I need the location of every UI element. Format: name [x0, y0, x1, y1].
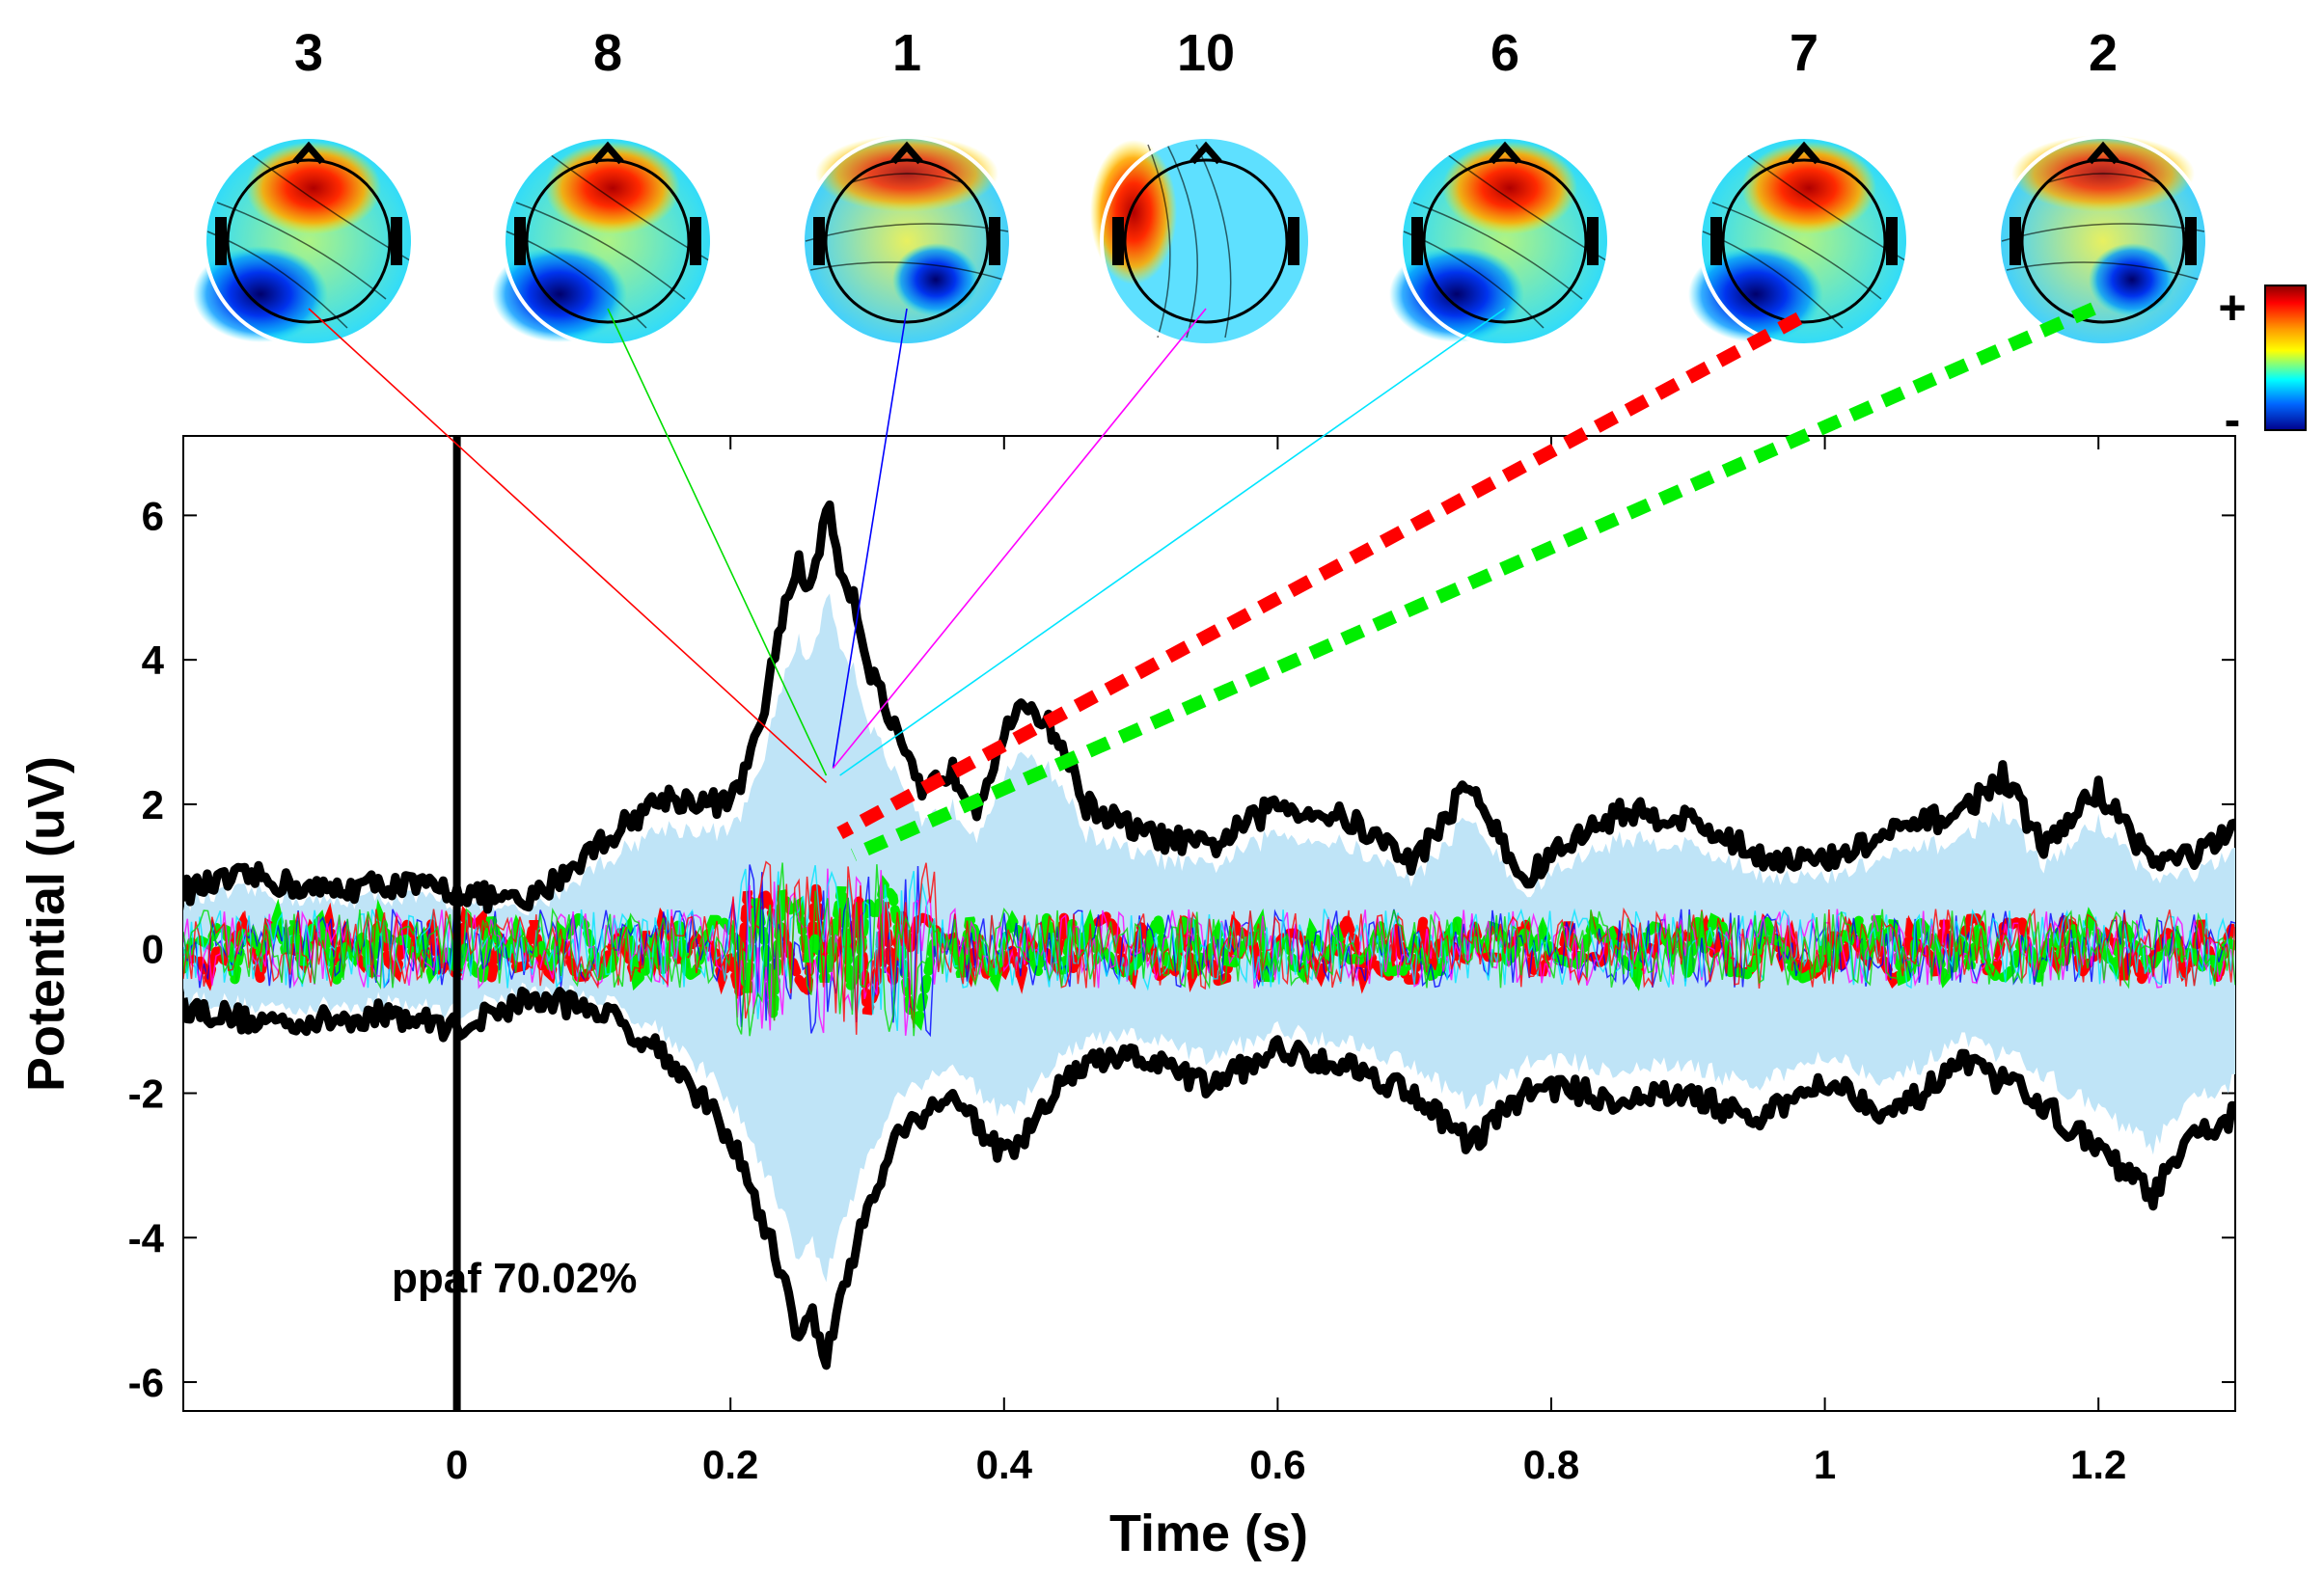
topoplot-10 [1090, 135, 1312, 347]
y-tick-label: 4 [142, 637, 165, 683]
topoplot-label-10: 10 [1177, 24, 1235, 82]
topoplot-label-7: 7 [1790, 24, 1818, 82]
leader-line [607, 308, 828, 776]
topoplot-label-6: 6 [1490, 24, 1519, 82]
colorbar-gradient [2264, 285, 2307, 431]
topoplot-row [193, 135, 2209, 347]
topoplot-label-3: 3 [294, 24, 323, 82]
component-traces [183, 860, 2235, 1038]
y-tick-label: -6 [128, 1360, 164, 1405]
leader-line [308, 308, 828, 784]
x-axis-title: Time (s) [1109, 1505, 1308, 1562]
topoplot-3 [193, 135, 415, 347]
topoplot-8 [492, 135, 714, 347]
colorbar-plus-label: + [2218, 281, 2246, 335]
envelope-upper-line [183, 500, 2235, 914]
component-trace [183, 868, 2235, 1036]
component-trace [183, 865, 2235, 1031]
y-tick-label: 0 [142, 927, 164, 972]
y-tick-label: 2 [142, 782, 164, 827]
y-tick-label: -2 [128, 1071, 164, 1116]
x-tick-label: 0.4 [976, 1442, 1033, 1487]
topoplot-2 [1997, 135, 2209, 347]
topoplot-label-2: 2 [2089, 24, 2118, 82]
component-trace [183, 860, 2235, 1035]
x-tick-label: 0.8 [1523, 1442, 1579, 1487]
component-trace [183, 862, 2235, 1037]
leader-line [832, 308, 1207, 769]
x-tick-label: 0.2 [702, 1442, 758, 1487]
y-tick-label: 6 [142, 493, 164, 538]
y-axis-title: Potential (uV) [17, 756, 75, 1092]
topoplot-labels: 3 8 1 10 6 7 2 [294, 24, 2118, 82]
topoplot-label-1: 1 [892, 24, 921, 82]
x-tick-label: 1 [1814, 1442, 1836, 1487]
envelope-shading [183, 593, 2235, 1283]
leader-line [832, 308, 908, 769]
topoplot-leader-lines [308, 302, 2096, 861]
axis-ticks: 0 0.2 0.4 0.6 0.8 1 1.2 -6 -4 -2 0 2 4 6 [128, 436, 2235, 1487]
x-tick-label: 0.6 [1249, 1442, 1305, 1487]
topoplot-1 [801, 135, 1013, 347]
envelope-lower-line [183, 986, 2235, 1370]
x-tick-label: 0 [446, 1442, 468, 1487]
x-tick-label: 1.2 [2070, 1442, 2126, 1487]
topoplot-6 [1389, 135, 1611, 347]
leader-line [836, 312, 1803, 840]
topoplot-7 [1688, 135, 1910, 347]
leader-line [850, 302, 2096, 861]
colorbar: + - [2218, 281, 2307, 447]
y-tick-label: -4 [128, 1215, 165, 1261]
colorbar-minus-label: - [2225, 393, 2241, 447]
ppaf-annotation: ppaf 70.02% [392, 1255, 637, 1302]
topoplot-label-8: 8 [593, 24, 622, 82]
leader-line [839, 308, 1506, 776]
